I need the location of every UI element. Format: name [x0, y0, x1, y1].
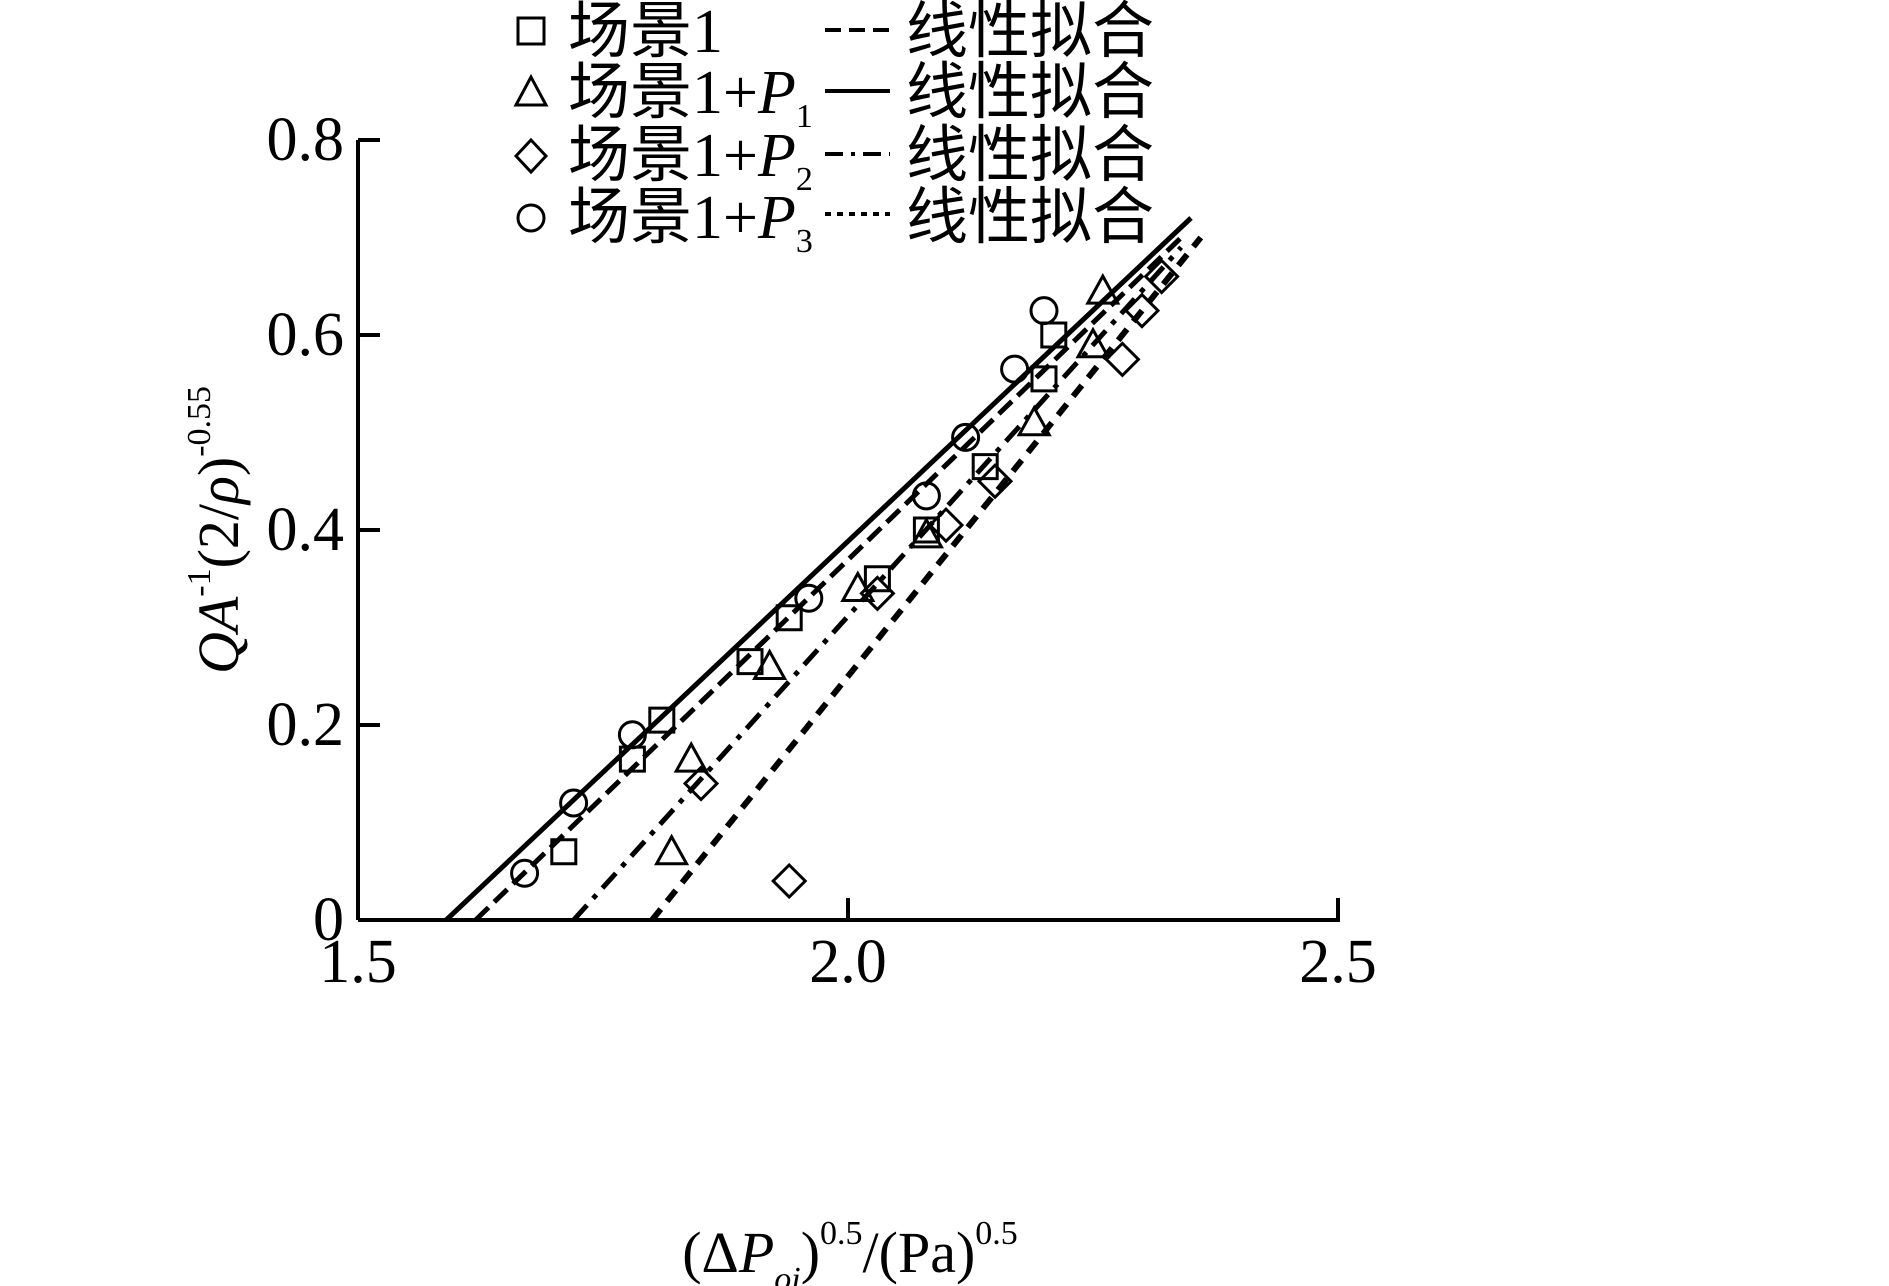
x-tick-label: 2.0 [809, 928, 887, 996]
legend: 场景1 线性拟合 场景1+P1 线性拟合 场景1+P2 线性拟合 场景1+P3 … [513, 0, 1154, 260]
marker-circle [1000, 354, 1030, 384]
ticks: 0 0.2 0.4 0.6 0.8 1.5 2.0 2.5 [267, 106, 1377, 996]
marker-triangle [908, 516, 944, 549]
legend-marker-square [516, 16, 546, 46]
legend-label-scene1-p2: 场景1+P2 [568, 122, 813, 198]
marker-square [1030, 365, 1058, 393]
marker-triangle [673, 741, 709, 773]
marker-square [736, 648, 764, 676]
marker-diamond [1143, 258, 1180, 295]
legend-marker-triangle [513, 73, 549, 107]
marker-triangle [654, 833, 690, 866]
marker-circle [617, 720, 647, 750]
marker-circle [559, 788, 589, 818]
legend-fit-label: 线性拟合 [906, 184, 1154, 252]
legend-entry-scene1-p1: 场景1+P1 线性拟合 [513, 59, 1154, 135]
marker-triangle [1016, 404, 1052, 437]
legend-label-scene1-p3: 场景1+P3 [568, 184, 813, 260]
marker-diamond [1123, 292, 1161, 329]
y-tick-label: 0.4 [267, 496, 345, 564]
marker-triangle [1075, 326, 1111, 359]
legend-entry-scene1-p3: 场景1+P3 线性拟合 [516, 184, 1154, 260]
y-tick-label: 0.2 [267, 691, 345, 759]
marker-square [550, 838, 578, 866]
marker-triangle [752, 648, 788, 680]
legend-fit-label: 线性拟合 [906, 0, 1154, 66]
y-axis-title: QA-1(2/ρ)-0.55 [181, 386, 251, 674]
legend-fit-label: 线性拟合 [906, 122, 1154, 190]
marker-triangle [840, 570, 876, 602]
marker-circle [1029, 296, 1059, 326]
marker-circle [911, 481, 941, 511]
y-tick-label: 0 [313, 886, 344, 954]
x-axis-title: (ΔPoi)0.5/(Pa)0.5 [682, 1215, 1018, 1286]
marker-diamond [771, 862, 808, 900]
legend-entry-scene1: 场景1 线性拟合 [516, 0, 1154, 66]
marker-circle [510, 858, 540, 888]
marker-square [863, 565, 891, 593]
marker-diamond [859, 575, 896, 612]
y-tick-label: 0.8 [267, 106, 345, 174]
marker-diamond [976, 463, 1014, 500]
x-tick-label: 2.5 [1299, 928, 1377, 996]
marker-square [1040, 321, 1068, 349]
y-tick-label: 0.6 [267, 301, 345, 369]
legend-marker-diamond [513, 137, 549, 175]
marker-triangle [1085, 273, 1121, 305]
x-tick-label: 1.5 [319, 928, 397, 996]
legend-fit-label: 线性拟合 [906, 59, 1154, 127]
fit-lines [444, 216, 1204, 922]
marker-diamond [1104, 341, 1141, 378]
legend-label-scene1: 场景1 [568, 0, 723, 66]
legend-entry-scene1-p2: 场景1+P2 线性拟合 [513, 122, 1154, 198]
data-markers [510, 258, 1180, 900]
marker-diamond [927, 507, 965, 544]
fit-line-dashdot [571, 245, 1184, 922]
marker-circle [951, 422, 981, 452]
marker-square [775, 604, 803, 632]
fit-line-solid [444, 216, 1193, 922]
legend-label-scene1-p1: 场景1+P1 [568, 59, 813, 135]
fit-line-dotted [649, 235, 1204, 922]
axes [356, 140, 1340, 922]
marker-diamond [682, 765, 720, 802]
legend-marker-circle [516, 203, 546, 233]
fit-line-dashed [473, 235, 1183, 922]
marker-circle [794, 583, 824, 613]
marker-square [648, 706, 676, 734]
